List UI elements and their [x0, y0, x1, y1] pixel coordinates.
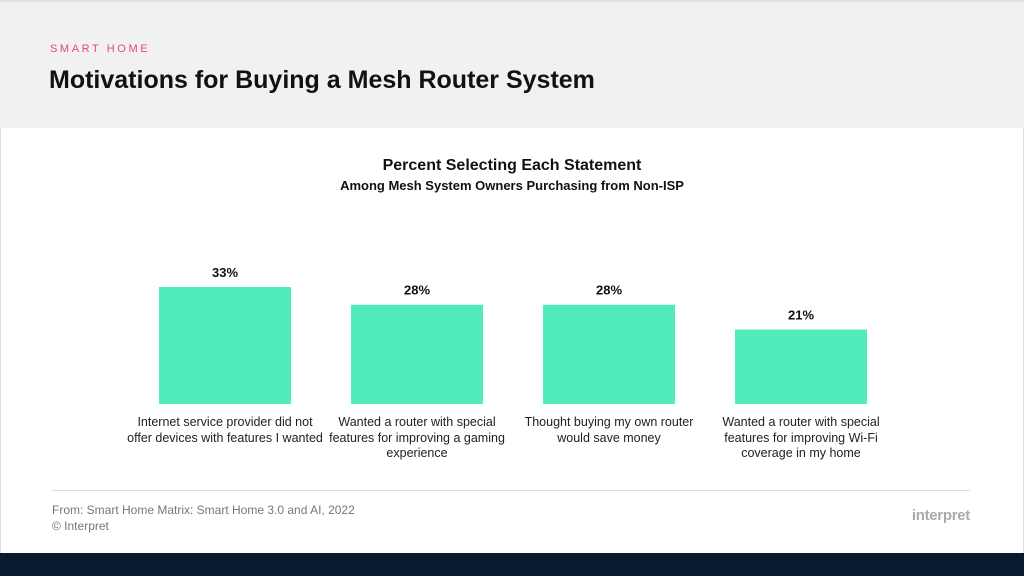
data-label: 21%: [788, 308, 814, 323]
bar: [351, 304, 483, 404]
header-band: SMART HOME Motivations for Buying a Mesh…: [0, 0, 1024, 128]
bar: [159, 287, 291, 404]
category-label: Wanted a router with special features fo…: [722, 415, 880, 460]
copyright: © Interpret: [52, 519, 109, 533]
bottom-bar: [0, 553, 1024, 576]
footer-divider: [52, 490, 970, 491]
data-label: 28%: [596, 283, 622, 298]
eyebrow: SMART HOME: [50, 43, 151, 55]
chart-title: Percent Selecting Each Statement: [382, 157, 642, 174]
bar: [735, 329, 867, 404]
source-note: From: Smart Home Matrix: Smart Home 3.0 …: [52, 502, 355, 534]
chart-subtitle: Among Mesh System Owners Purchasing from…: [340, 178, 684, 193]
bar: [543, 304, 675, 404]
category-label: Internet service provider did not offer …: [127, 415, 323, 445]
data-label: 33%: [212, 265, 238, 280]
page-title: Motivations for Buying a Mesh Router Sys…: [49, 66, 595, 94]
category-label: Wanted a router with special features fo…: [329, 415, 505, 460]
data-label: 28%: [404, 283, 430, 298]
interpret-logo: interpret: [911, 507, 970, 524]
source-text: From: Smart Home Matrix: Smart Home 3.0 …: [52, 503, 355, 517]
category-label: Thought buying my own router would save …: [524, 415, 694, 445]
